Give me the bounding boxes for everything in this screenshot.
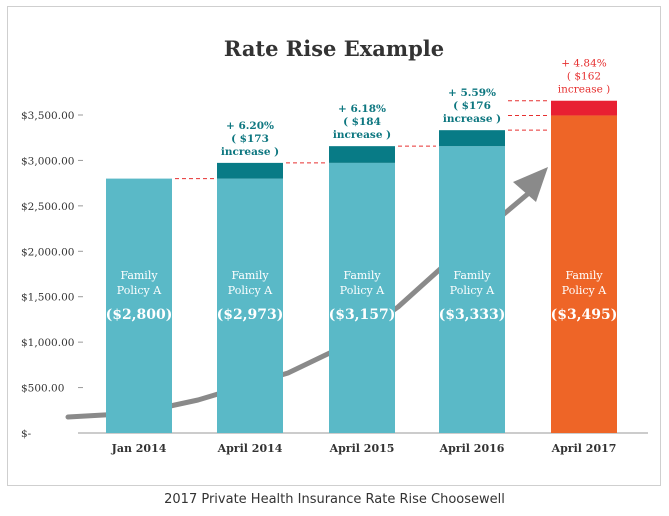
increase-annotation: + 4.84% — [561, 58, 607, 70]
chart-caption: 2017 Private Health Insurance Rate Rise … — [164, 492, 505, 507]
increase-annotation: ( $173 — [231, 133, 269, 145]
increase-annotation: ( $176 — [453, 100, 491, 112]
x-tick-label: April 2015 — [329, 442, 395, 455]
y-tick-label: $3,500.00 — [21, 110, 74, 122]
bar-increase — [217, 162, 283, 179]
x-tick-label: April 2016 — [439, 442, 505, 455]
bar-price-label: ($3,157) — [329, 307, 396, 323]
bar-increase — [439, 130, 505, 147]
bar-base — [217, 178, 283, 433]
bar-policy-label: Family — [565, 269, 603, 282]
bar-policy-label: Policy A — [228, 284, 273, 297]
bar-price-label: ($2,800) — [106, 307, 173, 323]
increase-annotation: increase ) — [333, 129, 391, 141]
bar-policy-label: Family — [343, 269, 381, 282]
y-tick-label: $2,000.00 — [21, 246, 74, 258]
bar-policy-label: Policy A — [562, 284, 607, 297]
bar-increase — [329, 146, 395, 163]
increase-annotation: increase ) — [443, 113, 501, 125]
bar-increase — [551, 100, 617, 116]
bar-policy-label: Policy A — [450, 284, 495, 297]
y-tick-label: $1,500.00 — [21, 292, 74, 304]
chart-title: Rate Rise Example — [224, 36, 444, 61]
bar-chart: Rate Rise Example $- $500.00 $1,000.00 $1,5… — [21, 36, 648, 455]
bar-price-label: ($2,973) — [217, 307, 284, 323]
x-tick-label: Jan 2014 — [111, 442, 167, 455]
y-tick-label: $1,000.00 — [21, 337, 74, 349]
x-tick-label: April 2017 — [551, 442, 617, 455]
bar-base — [106, 178, 172, 433]
chart-frame: Rate Rise Example $- $500.00 $1,000.00 $1,5… — [7, 6, 661, 486]
increase-annotation: ( $162 — [567, 71, 601, 83]
bar-price-label: ($3,333) — [439, 307, 506, 323]
bar-policy-label: Family — [120, 269, 158, 282]
increase-annotation: increase ) — [221, 146, 279, 158]
trend-arrowhead — [513, 167, 548, 202]
increase-annotation: + 5.59% — [448, 87, 496, 99]
increase-annotation: + 6.18% — [338, 103, 386, 115]
y-tick-label: $- — [21, 428, 32, 440]
bar-base — [551, 115, 617, 433]
bar-policy-label: Policy A — [340, 284, 385, 297]
bar-policy-label: Family — [231, 269, 269, 282]
bar-policy-label: Family — [453, 269, 491, 282]
increase-annotation: ( $184 — [343, 116, 381, 128]
increase-annotation: + 6.20% — [226, 120, 274, 132]
y-tick-label: $500.00 — [21, 383, 64, 395]
bar-price-label: ($3,495) — [551, 307, 618, 323]
y-tick-label: $3,000.00 — [21, 155, 74, 167]
x-tick-label: April 2014 — [217, 442, 283, 455]
increase-annotation: increase ) — [558, 84, 611, 96]
y-tick-label: $2,500.00 — [21, 201, 74, 213]
bar-policy-label: Policy A — [117, 284, 162, 297]
bar-base — [439, 146, 505, 433]
bar-base — [329, 162, 395, 433]
